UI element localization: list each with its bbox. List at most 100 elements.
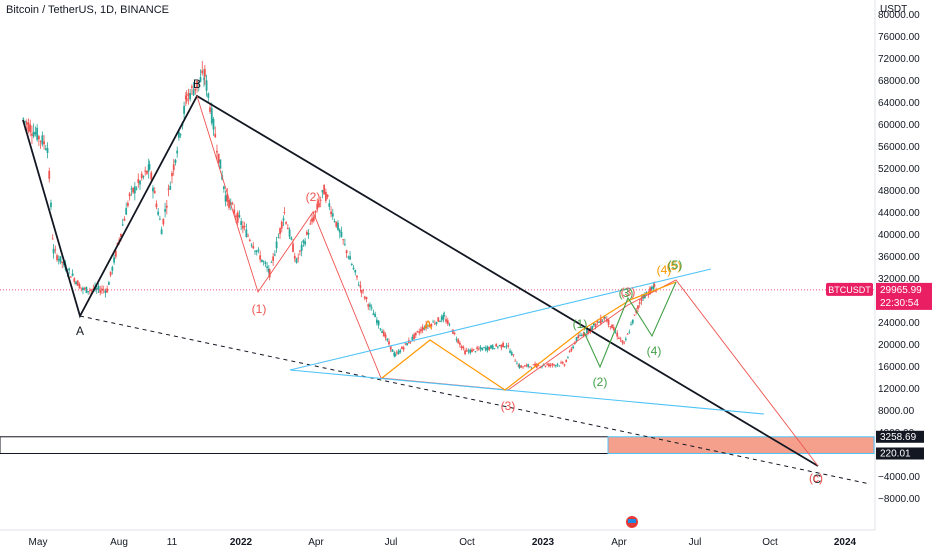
candle bbox=[370, 304, 373, 311]
candle bbox=[414, 332, 417, 339]
candle bbox=[546, 362, 549, 366]
candle bbox=[599, 314, 602, 326]
candle-body bbox=[197, 81, 200, 84]
candle bbox=[201, 60, 204, 76]
candle-body bbox=[637, 305, 639, 309]
candle bbox=[283, 207, 286, 215]
candle-body bbox=[142, 176, 145, 178]
candle-body bbox=[549, 365, 552, 366]
candle-body bbox=[443, 315, 446, 316]
candle bbox=[481, 347, 484, 351]
candle-body bbox=[446, 320, 449, 324]
candle bbox=[102, 285, 105, 294]
candle-body bbox=[626, 333, 629, 335]
candle-body bbox=[512, 354, 515, 356]
candle-body bbox=[628, 332, 631, 334]
candle-body bbox=[203, 68, 206, 77]
candle bbox=[462, 345, 465, 351]
candle-body bbox=[631, 319, 634, 324]
candle-body bbox=[394, 354, 396, 357]
candle bbox=[522, 366, 524, 369]
zone-top-label: 3258.69 bbox=[880, 432, 917, 443]
candle bbox=[316, 198, 319, 213]
candle-body bbox=[655, 291, 658, 293]
wave-label: (1) bbox=[252, 302, 267, 316]
candle bbox=[290, 236, 293, 241]
candle-body bbox=[302, 240, 305, 243]
candle-body bbox=[318, 202, 320, 207]
candle-body bbox=[486, 346, 489, 351]
candle bbox=[264, 260, 267, 268]
time-tick-label: Oct bbox=[762, 537, 778, 548]
candle bbox=[342, 238, 345, 245]
candle bbox=[160, 226, 163, 235]
candle-body bbox=[342, 239, 345, 241]
candle bbox=[472, 348, 475, 352]
candle-body bbox=[228, 199, 230, 208]
candle-body bbox=[445, 319, 447, 322]
candle-body bbox=[36, 127, 39, 140]
wave-label: C bbox=[813, 472, 822, 486]
candle-body bbox=[297, 257, 300, 259]
candle bbox=[216, 144, 218, 160]
candle-body bbox=[575, 337, 578, 342]
candle-body bbox=[248, 239, 251, 241]
zone-bottom-label: 220.01 bbox=[880, 448, 911, 459]
candle-body bbox=[399, 350, 402, 353]
price-tick-label: 52000.00 bbox=[878, 164, 920, 175]
candle bbox=[199, 69, 202, 83]
candle bbox=[331, 208, 334, 221]
candle-body bbox=[529, 366, 531, 368]
candle-body bbox=[238, 215, 241, 217]
candle bbox=[314, 210, 317, 218]
candle-body bbox=[216, 150, 218, 153]
candle-body bbox=[205, 80, 208, 91]
candle-body bbox=[488, 347, 491, 350]
candle bbox=[465, 347, 468, 353]
candle bbox=[469, 348, 472, 355]
candle-body bbox=[568, 351, 571, 352]
candle-body bbox=[369, 304, 371, 307]
candle bbox=[343, 238, 346, 247]
candle-body bbox=[638, 302, 641, 304]
candle bbox=[113, 254, 115, 265]
candle bbox=[164, 202, 166, 218]
candle-body bbox=[286, 227, 289, 230]
candle bbox=[643, 292, 646, 299]
candle bbox=[169, 181, 172, 191]
candle bbox=[275, 236, 278, 253]
candle-body bbox=[614, 331, 617, 333]
candle-body bbox=[586, 328, 588, 334]
chart-title: Bitcoin / TetherUS, 1D, BINANCE bbox=[6, 4, 170, 16]
candle bbox=[435, 321, 438, 326]
candle bbox=[369, 302, 371, 311]
candle bbox=[144, 166, 147, 176]
candle bbox=[363, 295, 366, 301]
price-axis[interactable]: 80000.00 76000.00 72000.00 68000.00 64000.00… bbox=[826, 0, 932, 530]
candle bbox=[101, 285, 103, 294]
candle-body bbox=[442, 314, 445, 320]
time-tick-label: 2024 bbox=[834, 537, 857, 548]
orange-wave-path bbox=[381, 281, 677, 391]
candle-body bbox=[580, 335, 583, 336]
candle bbox=[572, 345, 575, 350]
time-axis[interactable]: May Aug 11 2022 Apr Jul Oct 2023 Apr Jul Oct 2024 bbox=[0, 529, 875, 548]
candle bbox=[416, 330, 419, 333]
candle-body bbox=[162, 218, 165, 225]
candle bbox=[31, 125, 33, 145]
wave-label: (2) bbox=[306, 190, 321, 204]
candle bbox=[551, 363, 554, 368]
candle-body bbox=[642, 294, 645, 299]
candle-body bbox=[573, 342, 576, 344]
candle-body bbox=[418, 331, 421, 333]
candle-body bbox=[354, 270, 357, 273]
price-tick-label: 56000.00 bbox=[878, 142, 920, 153]
candle-body bbox=[502, 342, 505, 347]
candle-body bbox=[214, 133, 217, 138]
wave-label: (4) bbox=[657, 263, 672, 277]
candle bbox=[295, 257, 298, 264]
candle-body bbox=[172, 164, 175, 171]
candle-body bbox=[467, 350, 470, 352]
candle-body bbox=[87, 291, 90, 293]
